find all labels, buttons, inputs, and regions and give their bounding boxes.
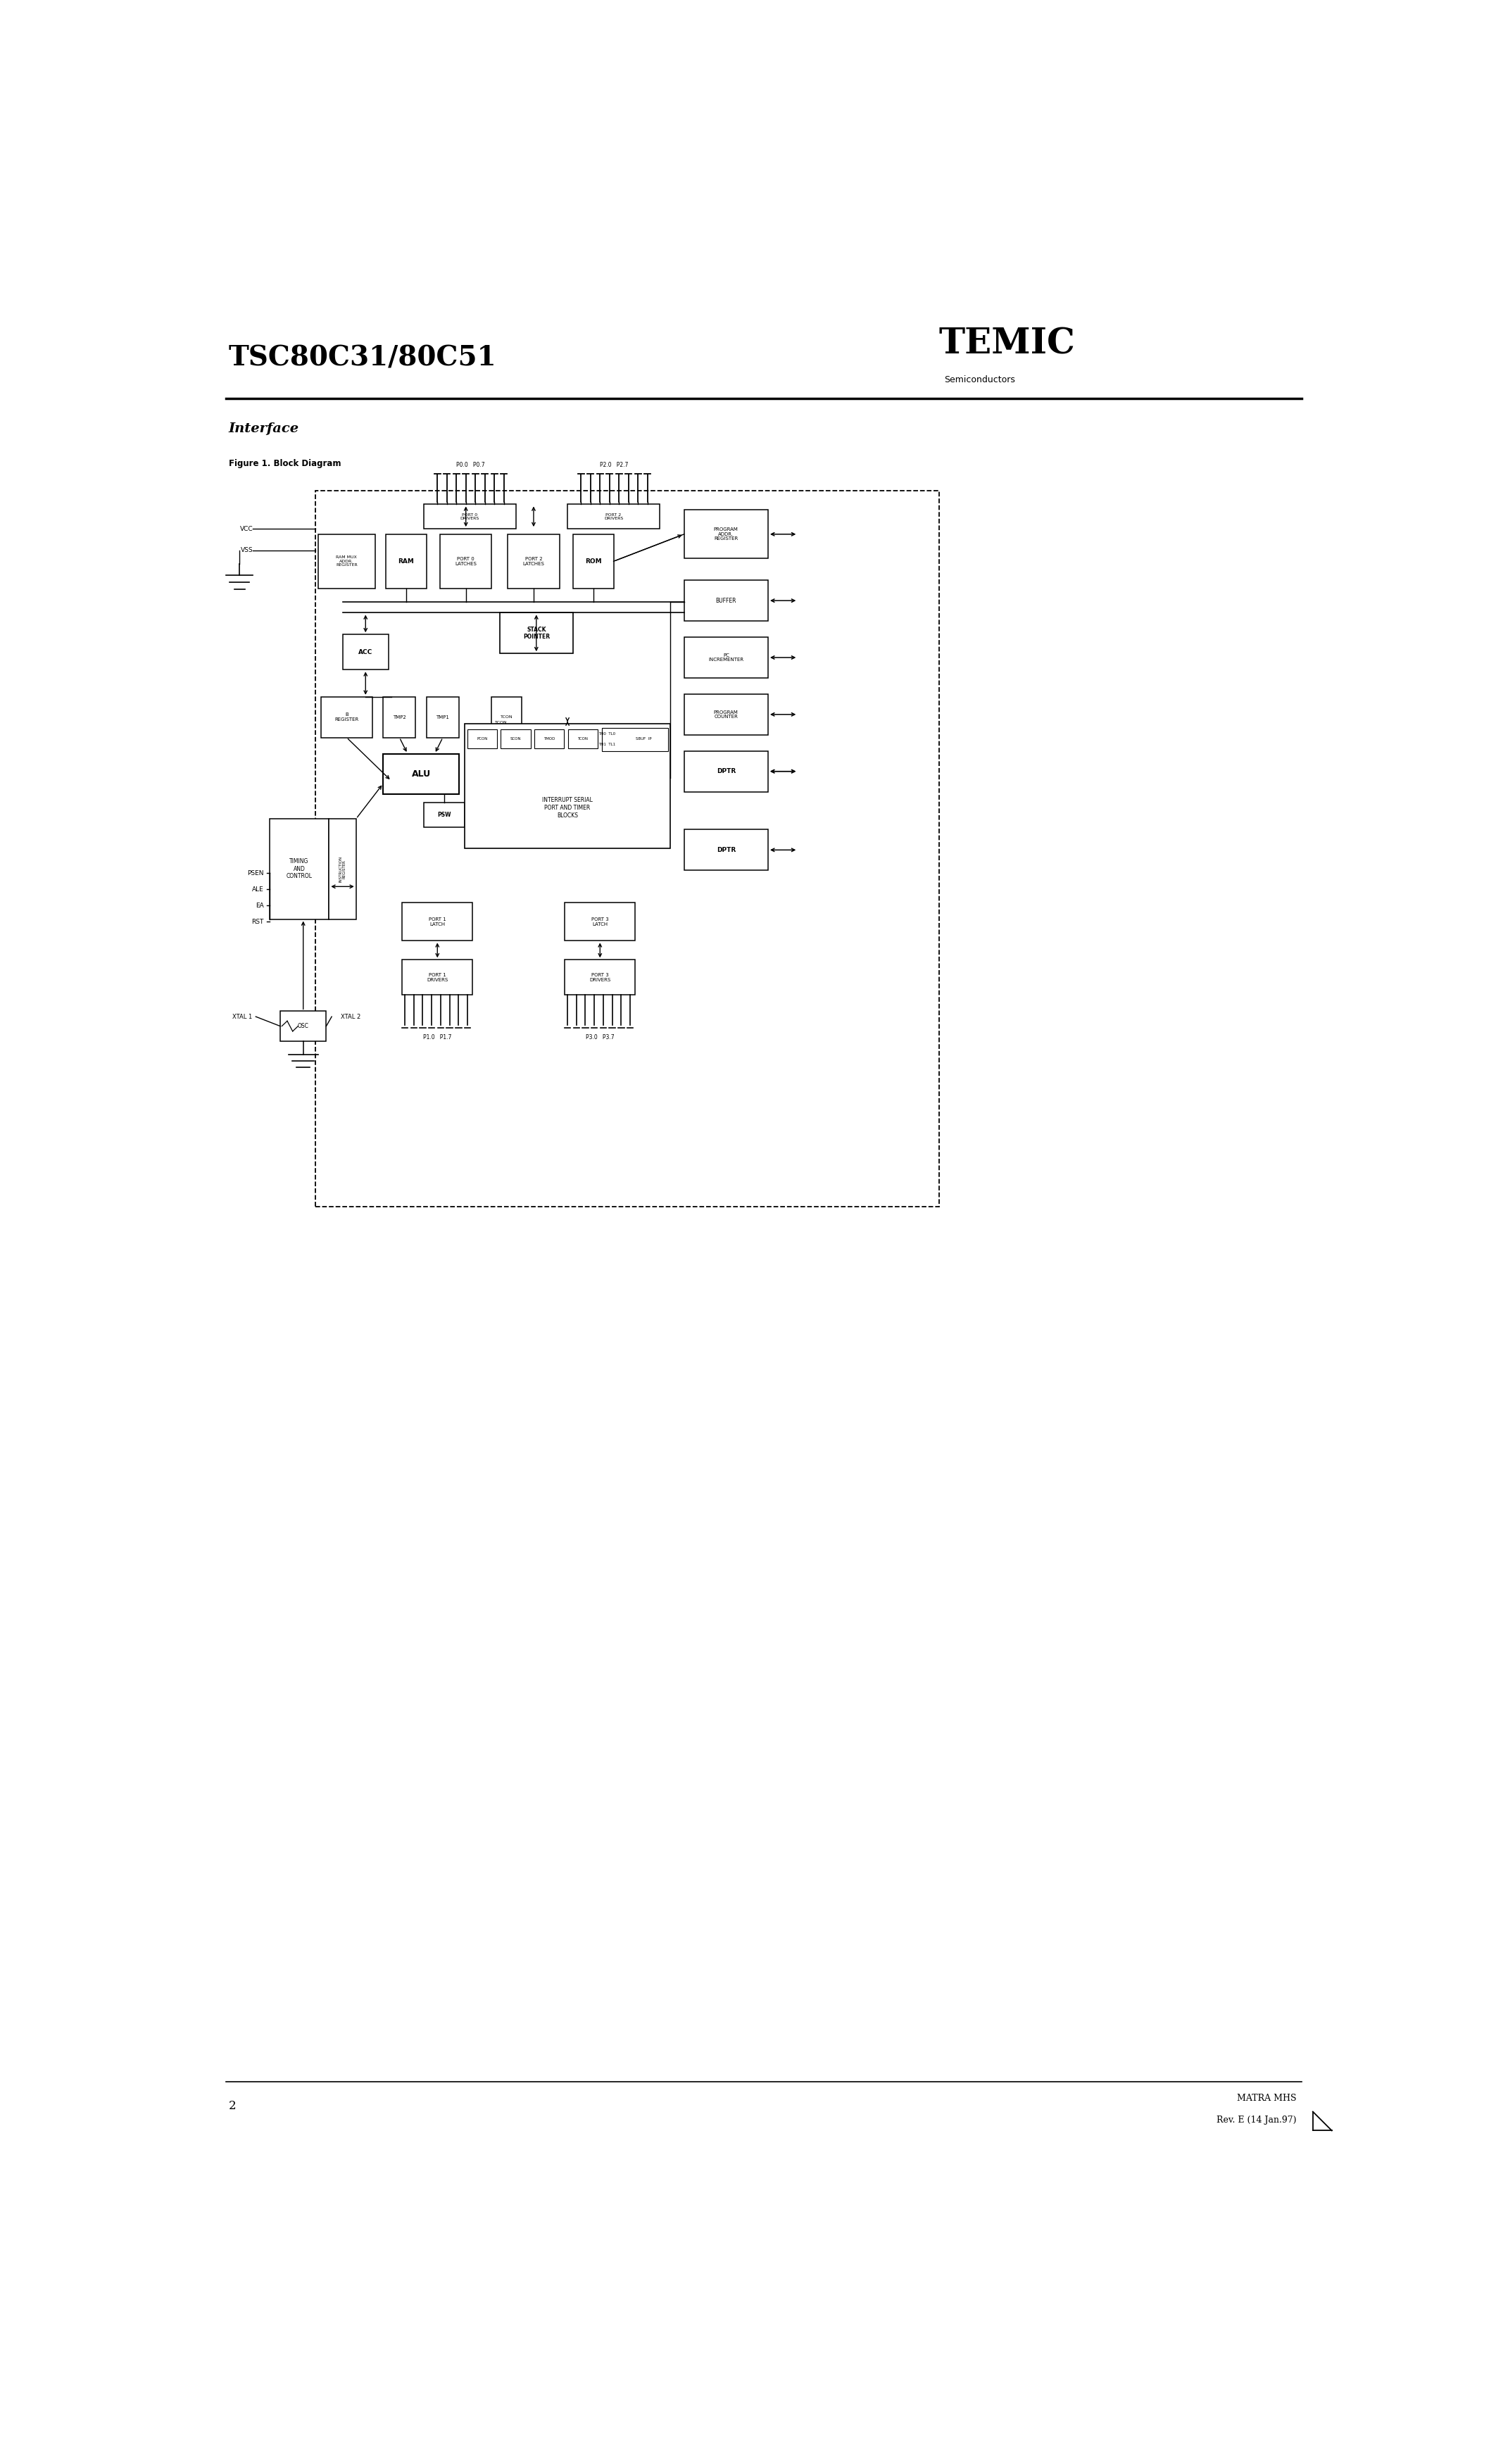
Text: Semiconductors: Semiconductors — [944, 375, 1016, 384]
Text: EA: EA — [256, 902, 263, 909]
Text: RST: RST — [251, 919, 263, 924]
Text: ACC: ACC — [359, 648, 373, 655]
Bar — [534, 729, 564, 749]
Bar — [402, 961, 473, 995]
Text: 2: 2 — [229, 2099, 236, 2112]
Text: MATRA MHS: MATRA MHS — [1237, 2094, 1297, 2102]
Bar — [383, 754, 459, 793]
Text: RAM MUX
ADDR.
REGISTER: RAM MUX ADDR. REGISTER — [335, 554, 358, 567]
Bar — [568, 729, 598, 749]
Text: B
REGISTER: B REGISTER — [335, 712, 359, 722]
Text: PC
INCREMENTER: PC INCREMENTER — [709, 653, 744, 663]
Text: PORT 2
DRIVERS: PORT 2 DRIVERS — [604, 513, 624, 520]
Text: PORT 3
DRIVERS: PORT 3 DRIVERS — [589, 973, 610, 981]
Text: TCON: TCON — [495, 722, 507, 724]
Text: DPTR: DPTR — [717, 848, 736, 853]
Bar — [343, 633, 389, 670]
Text: PROGRAM
COUNTER: PROGRAM COUNTER — [714, 710, 739, 719]
Text: P2.0   P2.7: P2.0 P2.7 — [600, 461, 628, 468]
Text: DPTR: DPTR — [717, 769, 736, 774]
Text: TMP1: TMP1 — [437, 715, 449, 719]
Text: ROM: ROM — [585, 559, 601, 564]
Text: RAM: RAM — [398, 559, 414, 564]
Text: TIMING
AND
CONTROL: TIMING AND CONTROL — [286, 857, 313, 880]
Bar — [319, 535, 375, 589]
Text: VSS: VSS — [241, 547, 253, 554]
Text: PORT 3
LATCH: PORT 3 LATCH — [591, 917, 609, 926]
Bar — [565, 961, 636, 995]
Text: SBUF  IP: SBUF IP — [636, 737, 651, 742]
Text: TCON: TCON — [577, 737, 588, 742]
Bar — [426, 697, 459, 737]
Bar — [507, 535, 560, 589]
Bar — [269, 818, 329, 919]
Bar — [567, 505, 660, 530]
Bar — [386, 535, 426, 589]
Bar — [684, 752, 767, 791]
Bar — [464, 724, 670, 848]
Bar — [684, 695, 767, 734]
Bar — [500, 614, 573, 653]
Bar — [280, 1010, 326, 1040]
Text: PCON: PCON — [477, 737, 488, 742]
Text: TCON: TCON — [500, 715, 513, 719]
Text: P1.0   P1.7: P1.0 P1.7 — [423, 1035, 452, 1040]
Text: PORT 1
LATCH: PORT 1 LATCH — [429, 917, 446, 926]
Bar — [684, 638, 767, 678]
Text: ALE: ALE — [253, 887, 263, 892]
Bar — [684, 579, 767, 621]
Bar — [601, 729, 667, 752]
Bar — [684, 830, 767, 870]
Text: Interface: Interface — [229, 421, 299, 434]
Text: XTAL 1: XTAL 1 — [232, 1013, 253, 1020]
Text: INSTRUCTION
REGISTER: INSTRUCTION REGISTER — [340, 855, 346, 882]
Text: Figure 1. Block Diagram: Figure 1. Block Diagram — [229, 458, 341, 468]
Bar — [565, 902, 636, 941]
Text: PSW: PSW — [437, 811, 450, 818]
Bar — [440, 535, 492, 589]
Text: PSEN: PSEN — [247, 870, 263, 877]
Text: TEMIC: TEMIC — [939, 328, 1076, 362]
Bar — [316, 490, 939, 1207]
Text: PORT 0
DRIVERS: PORT 0 DRIVERS — [461, 513, 480, 520]
Text: PORT 2
LATCHES: PORT 2 LATCHES — [522, 557, 545, 567]
Bar — [684, 510, 767, 559]
Text: PORT 0
LATCHES: PORT 0 LATCHES — [455, 557, 477, 567]
Text: P0.0   P0.7: P0.0 P0.7 — [456, 461, 485, 468]
Text: TSC80C31/80C51: TSC80C31/80C51 — [229, 345, 497, 372]
Text: INTERRUPT SERIAL
PORT AND TIMER
BLOCKS: INTERRUPT SERIAL PORT AND TIMER BLOCKS — [542, 796, 592, 818]
Bar — [501, 729, 531, 749]
Text: SCON: SCON — [510, 737, 521, 742]
Bar — [467, 729, 497, 749]
Text: STACK
POINTER: STACK POINTER — [524, 626, 549, 641]
Text: ALU: ALU — [411, 769, 431, 779]
Text: XTAL 2: XTAL 2 — [341, 1013, 361, 1020]
Text: TH1  TL1: TH1 TL1 — [598, 742, 615, 747]
Text: PROGRAM
ADDR.
REGISTER: PROGRAM ADDR. REGISTER — [714, 527, 739, 542]
Text: VCC: VCC — [239, 525, 253, 532]
Bar — [573, 535, 613, 589]
Text: P3.0   P3.7: P3.0 P3.7 — [586, 1035, 615, 1040]
Text: BUFFER: BUFFER — [715, 596, 736, 604]
Bar — [492, 697, 522, 737]
Bar — [423, 803, 464, 828]
Text: Rev. E (14 Jan.97): Rev. E (14 Jan.97) — [1216, 2114, 1297, 2124]
Text: TMOD: TMOD — [543, 737, 555, 742]
Text: PORT 1
DRIVERS: PORT 1 DRIVERS — [426, 973, 447, 981]
Bar — [383, 697, 416, 737]
Bar — [423, 505, 516, 530]
Bar — [320, 697, 373, 737]
Bar — [329, 818, 356, 919]
Text: OSC: OSC — [298, 1023, 308, 1030]
Bar — [402, 902, 473, 941]
Text: TH0  TL0: TH0 TL0 — [598, 732, 615, 734]
Text: TMP2: TMP2 — [393, 715, 405, 719]
